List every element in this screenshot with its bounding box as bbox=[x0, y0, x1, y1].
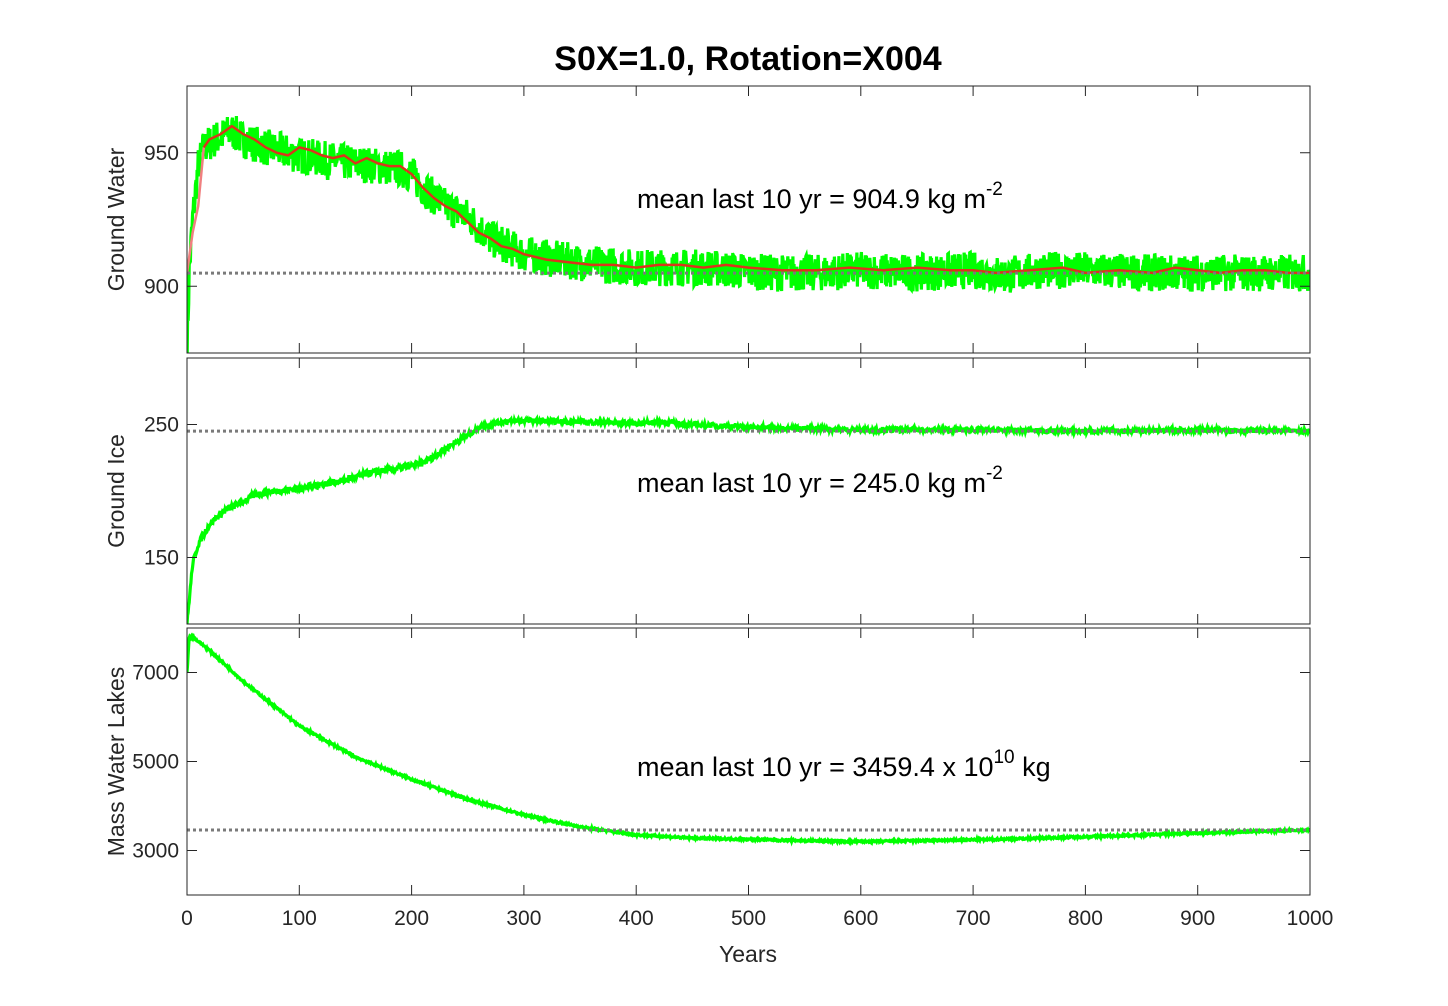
x-tick-label: 100 bbox=[282, 907, 317, 930]
y-axis-label: Ground Water bbox=[103, 147, 129, 291]
running-mean-line bbox=[202, 124, 1310, 275]
x-tick-label: 400 bbox=[619, 907, 654, 930]
y-tick-label: 3000 bbox=[132, 840, 179, 863]
x-tick-label: 500 bbox=[731, 907, 766, 930]
chart-title: S0X=1.0, Rotation=X004 bbox=[554, 40, 941, 78]
x-axis-label: Years bbox=[719, 941, 777, 967]
mean-annotation: mean last 10 yr = 904.9 kg m-2 bbox=[637, 179, 1003, 214]
panels: 900 950 Ground Water mean last 10 yr = 904.… bbox=[103, 85, 1311, 896]
running-mean-early-line bbox=[187, 147, 206, 274]
y-tick-label: 900 bbox=[144, 275, 179, 298]
y-tick-label: 950 bbox=[144, 142, 179, 165]
y-axis-label: Mass Water Lakes bbox=[103, 667, 129, 857]
x-tick-label: 600 bbox=[843, 907, 878, 930]
raw-series-line bbox=[187, 632, 1310, 847]
raw-series-line bbox=[187, 115, 1310, 353]
panel-2: 150 250 Ground Ice mean last 10 yr = 245.0 … bbox=[103, 357, 1311, 625]
mean-annotation: mean last 10 yr = 3459.4 x 1010 kg bbox=[637, 747, 1051, 782]
mean-annotation: mean last 10 yr = 245.0 kg m-2 bbox=[637, 463, 1003, 498]
raw-series-line bbox=[187, 413, 1310, 624]
x-tick-label: 300 bbox=[506, 907, 541, 930]
y-tick-label: 150 bbox=[144, 547, 179, 570]
y-tick-label: 7000 bbox=[132, 662, 179, 685]
x-tick-label: 0 bbox=[181, 907, 193, 930]
y-axis-label: Ground Ice bbox=[103, 434, 129, 548]
y-tick-label: 250 bbox=[144, 414, 179, 437]
x-tick-label: 1000 bbox=[1287, 907, 1334, 930]
y-tick-label: 5000 bbox=[132, 751, 179, 774]
x-tick-label: 800 bbox=[1068, 907, 1103, 930]
x-tick-label: 700 bbox=[956, 907, 991, 930]
x-tick-label: 900 bbox=[1180, 907, 1215, 930]
x-axis-ticks: 0 100 200 300 400 500 600 700 800 900 1000 bbox=[181, 907, 1333, 930]
axes-frame bbox=[186, 85, 1311, 354]
x-tick-label: 200 bbox=[394, 907, 429, 930]
panel-1: 900 950 Ground Water mean last 10 yr = 904.… bbox=[103, 85, 1311, 354]
